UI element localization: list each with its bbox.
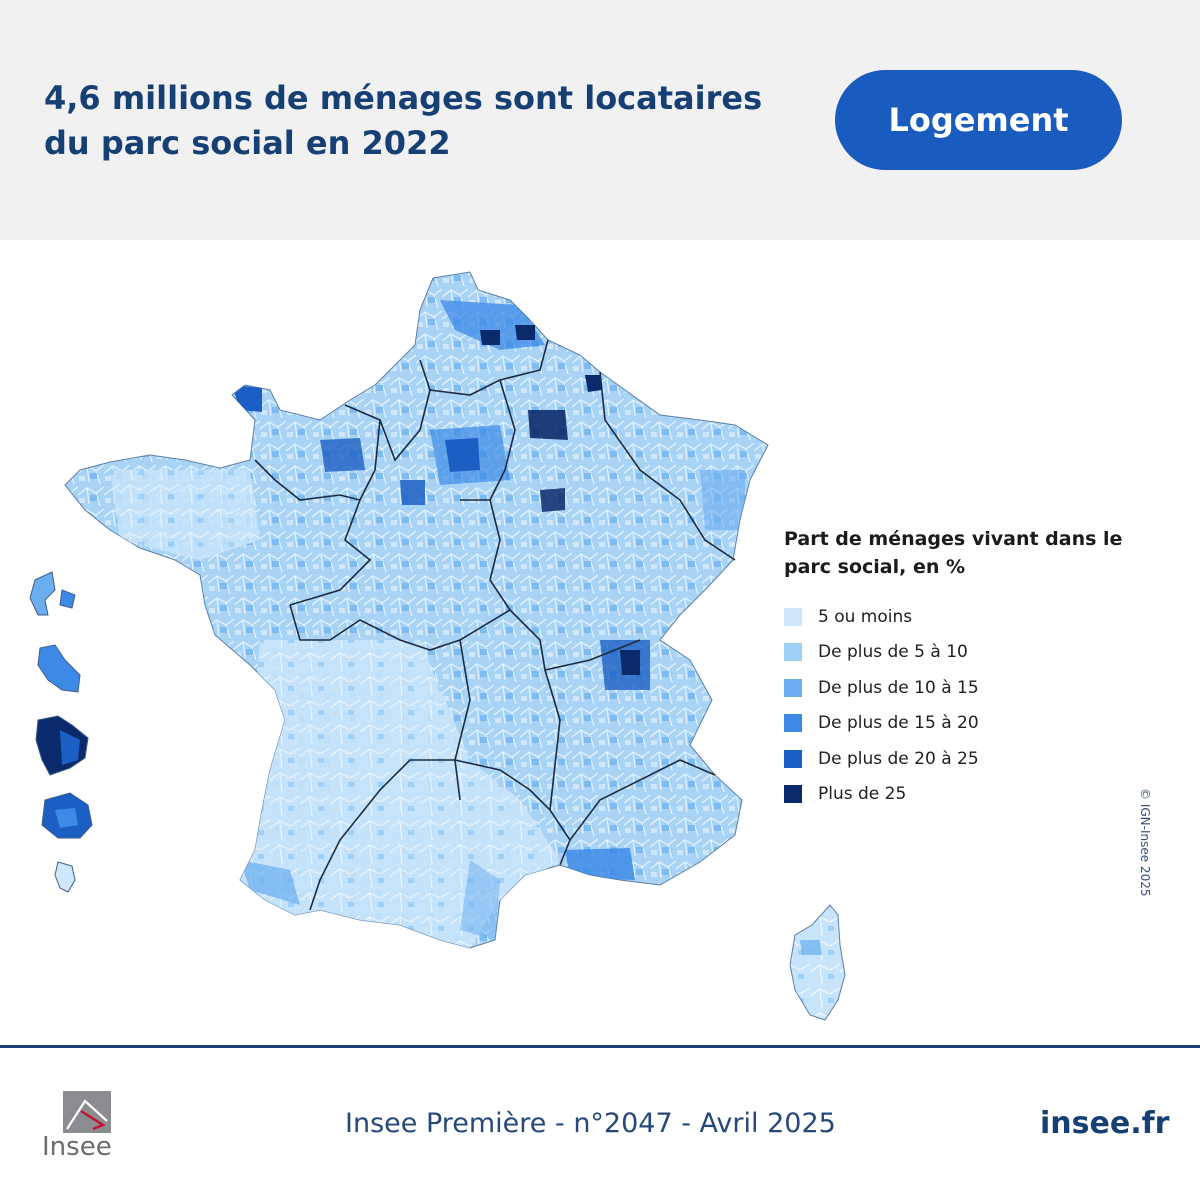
overseas-departments <box>29 571 93 893</box>
legend-item: Plus de 25 <box>784 777 1174 813</box>
legend-label: De plus de 15 à 20 <box>818 713 979 734</box>
legend-item: De plus de 15 à 20 <box>784 706 1174 742</box>
copyright-notice: © IGN-Insee 2025 <box>1138 788 1168 918</box>
page-title-line-2: du parc social en 2022 <box>44 124 451 162</box>
legend-title-line-2: parc social, en % <box>784 556 966 578</box>
mainland-france <box>64 271 769 949</box>
insee-logo-icon <box>63 1091 111 1133</box>
legend-item: 5 ou moins <box>784 599 1174 635</box>
map-legend: Part de ménages vivant dans le parc soci… <box>784 525 1174 812</box>
legend-item: De plus de 10 à 15 <box>784 670 1174 706</box>
page-title-line-1: 4,6 millions de ménages sont locataires <box>44 79 763 117</box>
legend-swatch <box>784 749 802 768</box>
corsica <box>789 904 846 1021</box>
legend-swatch <box>784 607 802 626</box>
legend-label: De plus de 20 à 25 <box>818 748 979 769</box>
legend-label: De plus de 5 à 10 <box>818 642 968 663</box>
legend-title: Part de ménages vivant dans le parc soci… <box>784 525 1174 581</box>
footer-divider <box>0 1045 1200 1048</box>
legend-title-line-1: Part de ménages vivant dans le <box>784 528 1123 550</box>
insee-logo[interactable]: Insee <box>40 1088 116 1168</box>
legend-swatch <box>784 678 802 697</box>
region-borders <box>254 339 736 911</box>
legend-swatch <box>784 785 802 804</box>
page-title: 4,6 millions de ménages sont locataires … <box>44 76 804 166</box>
legend-swatch <box>784 643 802 662</box>
map-svg <box>29 271 846 1021</box>
legend-item: De plus de 5 à 10 <box>784 635 1174 671</box>
publication-reference: Insee Première - n°2047 - Avril 2025 <box>345 1108 836 1139</box>
header: 4,6 millions de ménages sont locataires … <box>0 0 1200 240</box>
copyright-text: © IGN-Insee 2025 <box>1138 788 1152 897</box>
legend-label: Plus de 25 <box>818 784 907 805</box>
legend-label: De plus de 10 à 15 <box>818 677 979 698</box>
insee-logo-text: Insee <box>42 1132 112 1162</box>
logement-tag-button[interactable]: Logement <box>835 70 1122 170</box>
legend-item: De plus de 20 à 25 <box>784 741 1174 777</box>
legend-swatch <box>784 714 802 733</box>
choropleth-map: Part de ménages vivant dans le parc soci… <box>0 240 1200 1045</box>
legend-label: 5 ou moins <box>818 606 913 627</box>
site-link[interactable]: insee.fr <box>1040 1106 1170 1141</box>
